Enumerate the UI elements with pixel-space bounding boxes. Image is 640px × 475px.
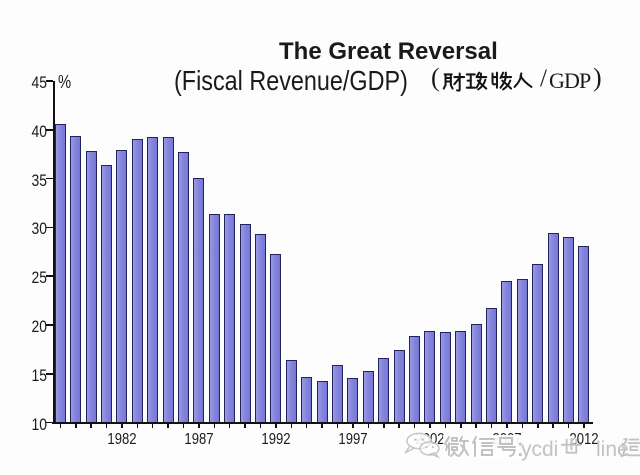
svg-text:line: line	[596, 438, 629, 461]
svg-text:：: ：	[515, 438, 536, 461]
svg-text:ycdi: ycdi	[521, 438, 558, 461]
